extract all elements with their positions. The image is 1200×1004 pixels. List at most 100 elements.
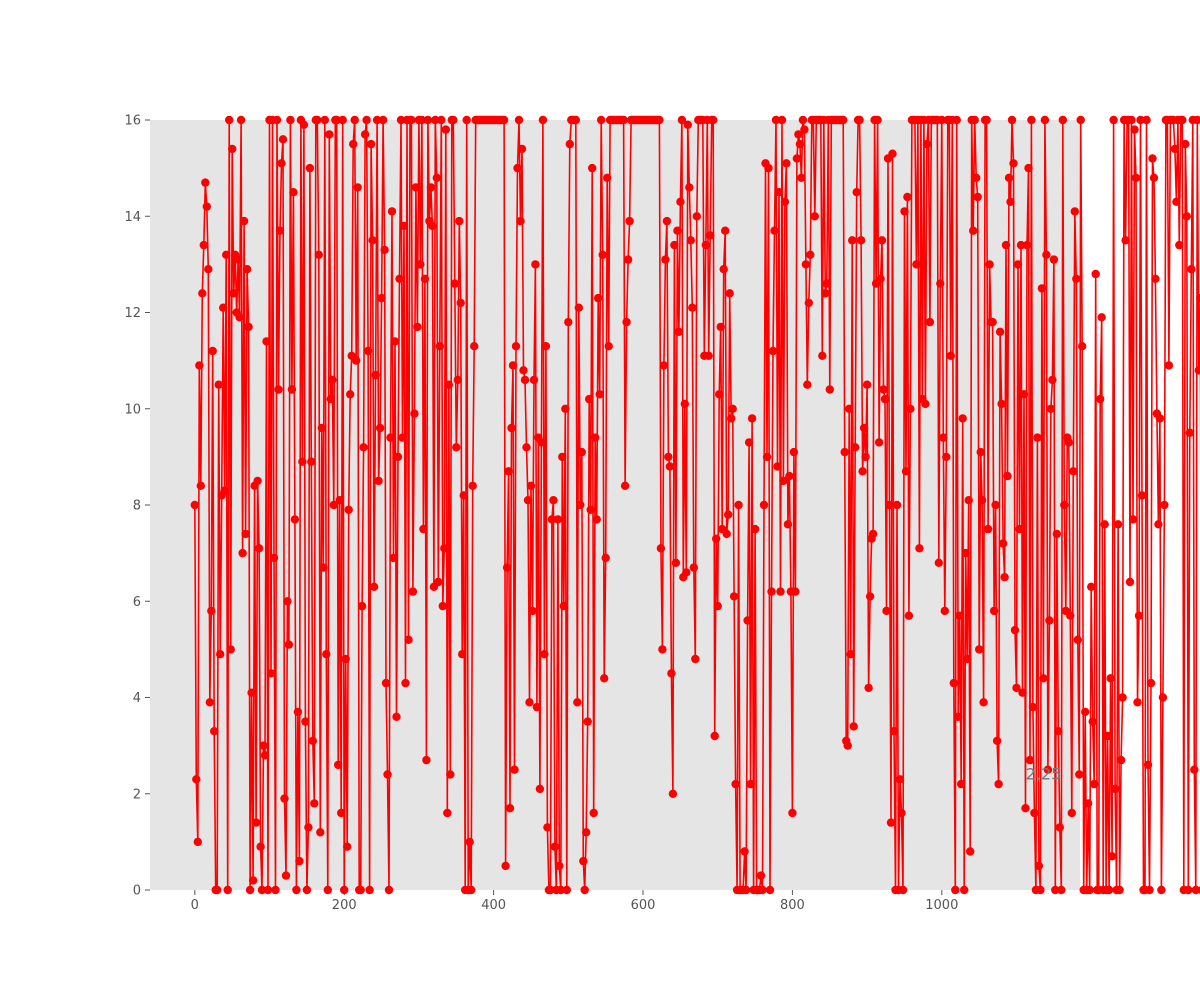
data-point bbox=[1081, 707, 1090, 717]
data-point bbox=[214, 380, 223, 389]
data-point bbox=[225, 115, 234, 125]
data-point bbox=[378, 115, 388, 125]
data-point bbox=[1021, 804, 1030, 813]
data-point bbox=[266, 669, 276, 678]
data-point bbox=[366, 139, 376, 149]
data-point bbox=[446, 770, 455, 779]
data-point bbox=[1018, 688, 1027, 697]
data-point bbox=[1103, 731, 1112, 741]
data-point bbox=[729, 592, 739, 601]
data-point bbox=[762, 452, 772, 462]
data-point bbox=[1000, 573, 1009, 582]
data-point bbox=[455, 216, 464, 226]
data-point bbox=[248, 876, 258, 885]
data-point bbox=[222, 250, 231, 259]
data-point bbox=[601, 553, 610, 563]
data-point bbox=[848, 236, 857, 245]
data-point bbox=[1096, 394, 1105, 404]
data-point bbox=[350, 115, 359, 125]
data-point bbox=[301, 717, 310, 726]
data-point bbox=[281, 871, 291, 880]
data-point bbox=[1110, 784, 1120, 794]
data-point bbox=[810, 212, 819, 221]
data-point bbox=[985, 260, 994, 269]
data-point bbox=[789, 447, 799, 457]
data-point bbox=[278, 135, 288, 144]
data-point bbox=[242, 265, 252, 274]
data-point bbox=[1125, 577, 1135, 587]
data-point bbox=[228, 144, 237, 154]
data-point bbox=[199, 240, 208, 250]
data-point bbox=[1133, 698, 1142, 707]
data-point bbox=[1109, 115, 1118, 125]
data-point bbox=[387, 207, 397, 216]
data-point bbox=[972, 173, 981, 182]
data-point bbox=[741, 885, 751, 895]
data-point bbox=[783, 520, 793, 529]
data-point bbox=[329, 500, 338, 510]
data-point bbox=[349, 139, 358, 149]
data-point bbox=[259, 741, 268, 750]
data-point bbox=[571, 115, 580, 125]
data-point bbox=[1155, 414, 1165, 423]
data-point bbox=[1185, 428, 1195, 437]
data-point bbox=[1001, 240, 1011, 250]
data-point bbox=[770, 226, 779, 235]
data-point bbox=[792, 154, 802, 163]
data-point bbox=[1046, 404, 1056, 413]
data-point bbox=[780, 197, 790, 206]
data-point bbox=[1064, 438, 1074, 447]
data-point bbox=[625, 216, 634, 226]
data-point bbox=[674, 327, 684, 336]
data-point bbox=[1087, 582, 1096, 591]
data-point bbox=[547, 515, 557, 524]
data-point bbox=[1115, 885, 1124, 895]
data-point bbox=[204, 265, 213, 274]
data-point bbox=[995, 327, 1005, 336]
data-point bbox=[716, 322, 725, 332]
data-point bbox=[1030, 808, 1039, 818]
data-point bbox=[1003, 471, 1012, 481]
data-point bbox=[1113, 520, 1123, 529]
data-point bbox=[818, 351, 827, 360]
data-point bbox=[957, 779, 966, 789]
data-point bbox=[198, 289, 207, 298]
data-point bbox=[1196, 293, 1200, 303]
data-point bbox=[821, 289, 830, 298]
data-point bbox=[588, 163, 597, 173]
data-point bbox=[319, 563, 328, 572]
data-point bbox=[528, 606, 537, 616]
data-point bbox=[859, 423, 869, 433]
data-point bbox=[773, 462, 782, 471]
data-point bbox=[192, 775, 201, 784]
data-point bbox=[525, 698, 534, 707]
data-point bbox=[777, 115, 787, 125]
data-point bbox=[591, 433, 600, 442]
data-point bbox=[392, 712, 401, 721]
data-point bbox=[205, 698, 214, 707]
data-point bbox=[1088, 717, 1097, 726]
data-point bbox=[970, 115, 979, 125]
data-point bbox=[1004, 173, 1014, 182]
data-point bbox=[975, 645, 984, 654]
data-point bbox=[1178, 115, 1187, 125]
data-point bbox=[852, 188, 861, 197]
data-point bbox=[422, 755, 431, 765]
data-point bbox=[803, 380, 812, 389]
data-point bbox=[431, 115, 440, 125]
data-point bbox=[325, 130, 334, 139]
data-point bbox=[579, 856, 588, 866]
data-point bbox=[594, 293, 603, 303]
data-point bbox=[997, 399, 1006, 409]
data-point bbox=[822, 279, 831, 288]
data-point bbox=[335, 496, 344, 505]
data-point bbox=[864, 683, 873, 693]
data-point bbox=[1039, 674, 1048, 683]
y-tick-label: 12 bbox=[124, 306, 141, 321]
data-point bbox=[459, 491, 468, 500]
data-point bbox=[380, 245, 389, 255]
data-point bbox=[585, 394, 594, 404]
data-point bbox=[407, 115, 416, 125]
data-point bbox=[692, 212, 701, 221]
